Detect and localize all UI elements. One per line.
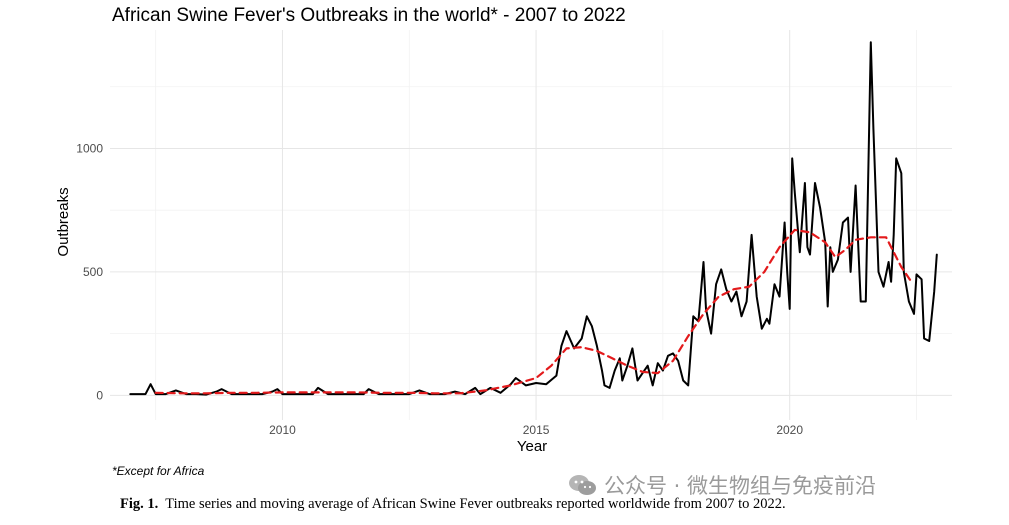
y-tick-labels: 0 500 1000 bbox=[76, 141, 103, 402]
watermark: 公众号 · 微生物组与免疫前沿 bbox=[568, 470, 876, 500]
x-tick-label: 2015 bbox=[523, 423, 550, 437]
outbreaks-line bbox=[129, 41, 938, 396]
y-axis-label: Outbreaks bbox=[55, 187, 72, 256]
figure-caption: Fig. 1. Time series and moving average o… bbox=[120, 496, 786, 513]
y-tick-label: 500 bbox=[83, 265, 103, 279]
x-tick-labels: 2010 2015 2020 bbox=[269, 423, 803, 437]
y-tick-label: 1000 bbox=[76, 141, 103, 155]
x-axis-label: Year bbox=[517, 438, 547, 455]
moving-average-line bbox=[154, 228, 913, 395]
caption-text: Time series and moving average of Africa… bbox=[165, 496, 786, 512]
x-tick-label: 2020 bbox=[776, 423, 803, 437]
caption-label: Fig. 1. bbox=[120, 496, 159, 512]
wechat-icon bbox=[569, 475, 596, 495]
x-tick-label: 2010 bbox=[269, 423, 296, 437]
y-tick-label: 0 bbox=[96, 388, 103, 402]
watermark-text: 公众号 · 微生物组与免疫前沿 bbox=[604, 474, 877, 498]
chart-title: African Swine Fever's Outbreaks in the w… bbox=[112, 5, 626, 26]
footnote: *Except for Africa bbox=[112, 464, 205, 478]
series-layer bbox=[129, 41, 938, 396]
grid bbox=[110, 30, 952, 420]
